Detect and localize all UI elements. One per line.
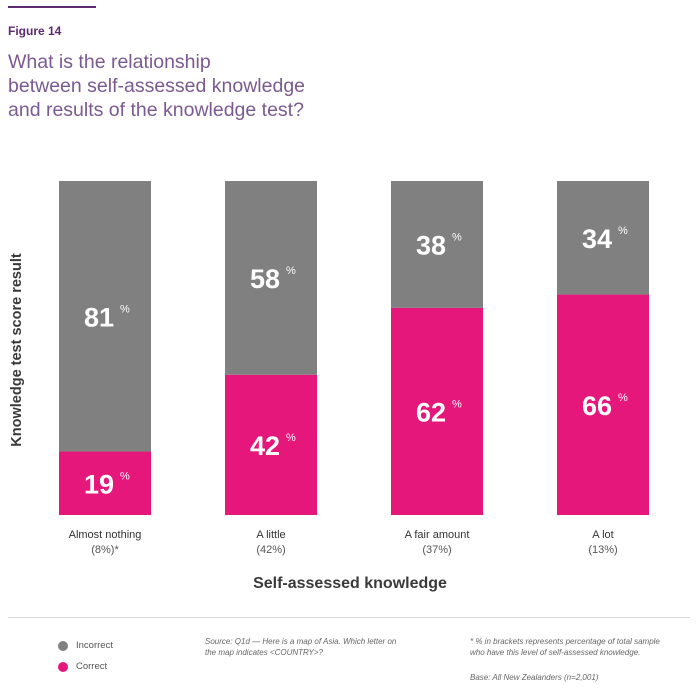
source-line: the map indicates <COUNTRY>? <box>205 648 323 657</box>
legend-label: Correct <box>76 661 108 672</box>
data-label: 58 <box>250 264 280 294</box>
data-label-suffix: % <box>452 231 462 243</box>
x-tick-label: A fair amount <box>405 529 470 541</box>
legend-label: Incorrect <box>76 640 113 651</box>
data-label-suffix: % <box>120 303 130 315</box>
footnote: * % in brackets represents percentage of… <box>470 636 660 658</box>
x-tick-label: A lot <box>592 529 613 541</box>
data-label: 62 <box>416 397 446 427</box>
data-label: 42 <box>250 431 280 461</box>
bar-correct-almost-nothing <box>59 451 151 515</box>
x-tick-label: Almost nothing <box>69 529 142 541</box>
data-label-suffix: % <box>286 432 296 444</box>
data-label: 81 <box>84 302 114 332</box>
data-label-suffix: % <box>120 470 130 482</box>
footer-divider <box>8 617 690 618</box>
title-line: and results of the knowledge test? <box>8 99 304 121</box>
data-label-suffix: % <box>618 225 628 237</box>
x-tick-share: (13%) <box>588 544 617 556</box>
source-line: Source: Q1d — Here is a map of Asia. Whi… <box>205 637 397 646</box>
legend-item-incorrect: Incorrect <box>58 640 113 651</box>
bar-incorrect-a-fair-amount <box>391 181 483 308</box>
title-line: between self-assessed knowledge <box>8 75 306 97</box>
footnote-line: who have this level of self-assessed kno… <box>470 648 641 657</box>
bar-incorrect-a-little <box>225 181 317 375</box>
bar-incorrect-a-lot <box>557 181 649 295</box>
source-note: Source: Q1d — Here is a map of Asia. Whi… <box>205 636 396 658</box>
bar-correct-a-fair-amount <box>391 307 483 515</box>
data-label-suffix: % <box>452 398 462 410</box>
footnote-line: * % in brackets represents percentage of… <box>470 637 660 646</box>
x-tick-share: (8%)* <box>91 544 119 556</box>
chart-title: What is the relationship between self-as… <box>8 50 368 122</box>
x-tick-share: (42%) <box>256 544 285 556</box>
data-label-suffix: % <box>286 265 296 277</box>
base-note: Base: All New Zealanders (n=2,001) <box>470 673 599 682</box>
figure-label: Figure 14 <box>8 24 62 38</box>
bar-incorrect-almost-nothing <box>59 181 151 452</box>
title-line: What is the relationship <box>8 51 211 73</box>
top-rule <box>8 6 96 8</box>
x-axis-label: Self-assessed knowledge <box>253 575 447 592</box>
legend-swatch-correct <box>58 661 68 672</box>
x-tick-share: (37%) <box>422 544 451 556</box>
data-label-suffix: % <box>618 392 628 404</box>
legend-swatch-incorrect <box>58 640 68 651</box>
stacked-bar-chart: 19 % 81 % Almost nothing (8%)* 42 % 58 % A little (… <box>59 181 649 556</box>
bar-correct-a-lot <box>557 294 649 515</box>
data-label: 34 <box>582 224 612 254</box>
legend-item-correct: Correct <box>58 661 107 672</box>
data-label: 66 <box>582 391 612 421</box>
bar-correct-a-little <box>225 374 317 515</box>
data-label: 38 <box>416 230 446 260</box>
x-tick-label: A little <box>256 529 285 541</box>
data-label: 19 <box>84 469 114 499</box>
